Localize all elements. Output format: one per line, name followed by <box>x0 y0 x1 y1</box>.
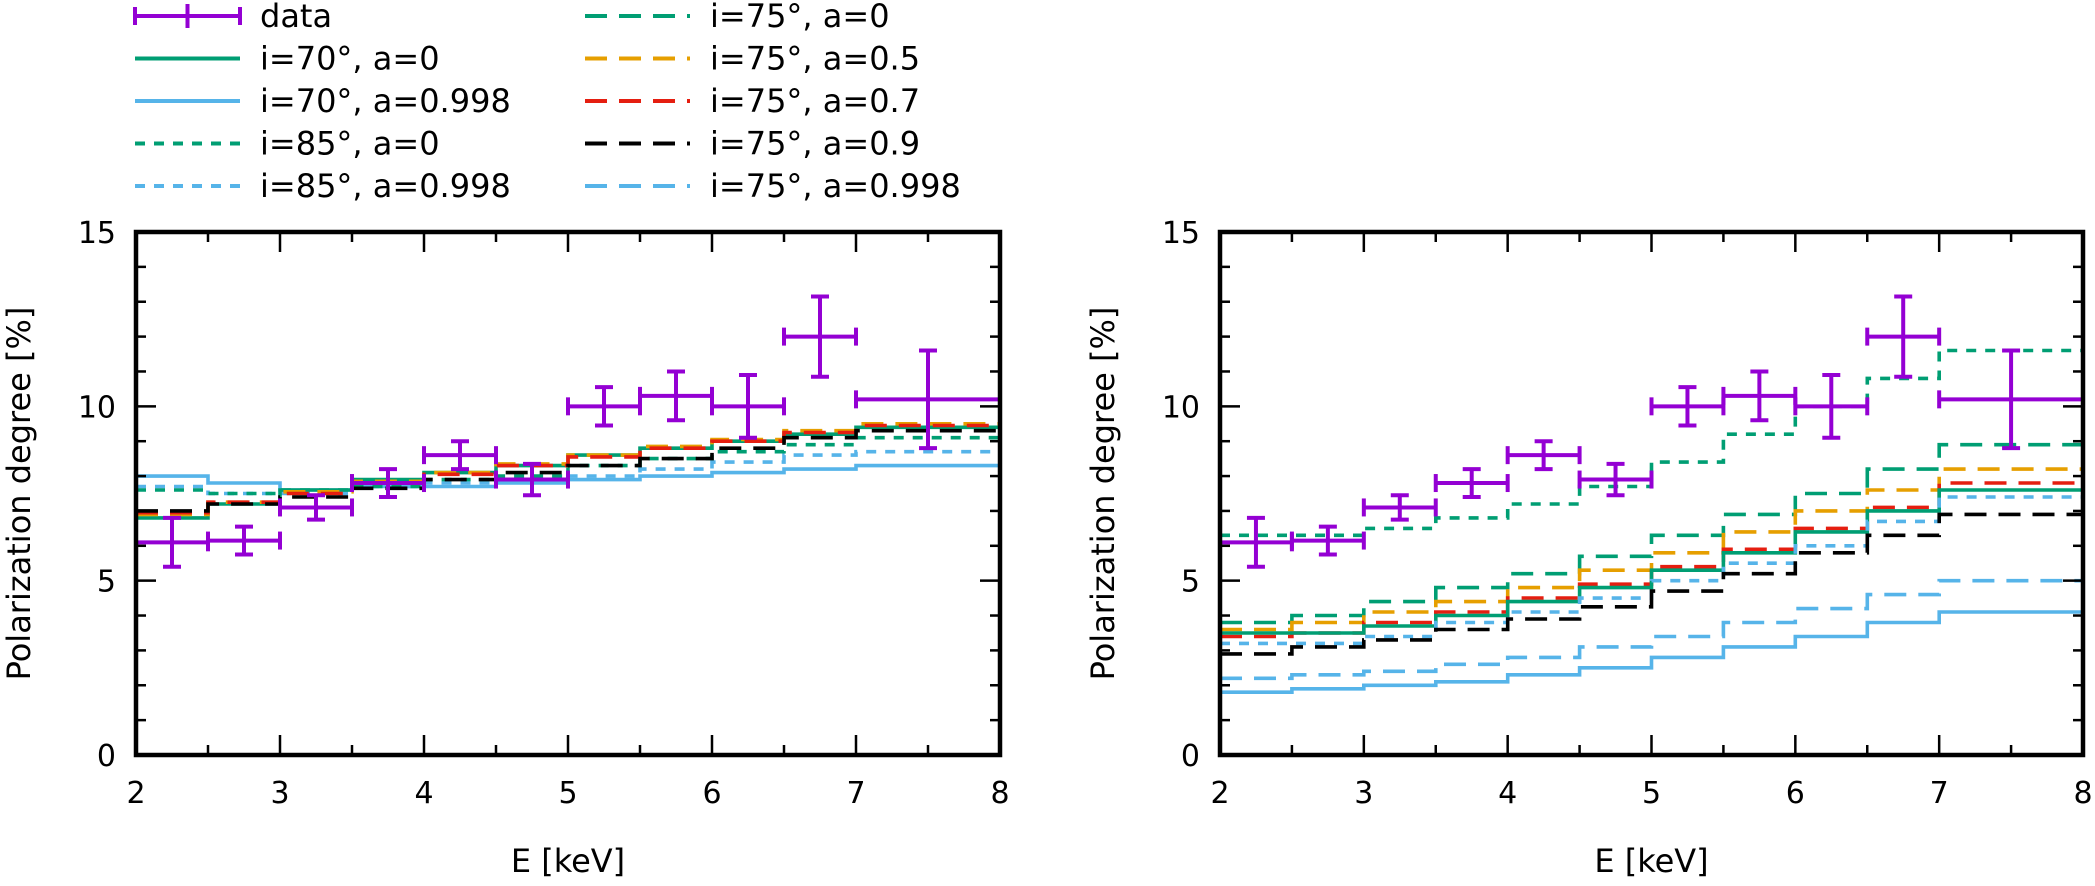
data-point <box>206 524 282 557</box>
x-tick-label: 4 <box>1498 776 1517 811</box>
axis-ticks <box>134 230 1002 757</box>
series-i75_a05 <box>1220 467 2083 632</box>
data-point <box>134 515 210 569</box>
legend-item-i70_a0998: i=70°, a=0.998 <box>135 82 511 120</box>
series-i75_a09 <box>1220 512 2083 656</box>
legend-label: i=75°, a=0.998 <box>710 167 961 205</box>
series-i70_a0 <box>1220 488 2083 635</box>
x-tick-label: 8 <box>990 776 1009 811</box>
legend-item-i75_a0998: i=75°, a=0.998 <box>585 167 961 205</box>
data-point <box>638 369 714 423</box>
y-axis-label: Polarization degree [%] <box>1084 307 1122 681</box>
series-i75_a0 <box>1220 442 2083 625</box>
legend-label: i=85°, a=0 <box>260 125 440 163</box>
legend: data i=70°, a=0 i=70°, a=0.998 i=85°, a=0 i=… <box>133 0 961 205</box>
y-tick-label: 15 <box>78 216 116 251</box>
x-tick-label: 5 <box>558 776 577 811</box>
data-points <box>1218 294 2085 569</box>
x-tick-label: 5 <box>1642 776 1661 811</box>
y-tick-label: 5 <box>97 565 116 600</box>
legend-label: i=70°, a=0 <box>260 40 440 78</box>
legend-label: i=75°, a=0.9 <box>710 125 920 163</box>
y-tick-label: 0 <box>97 739 116 774</box>
legend-item-i75_a09: i=75°, a=0.9 <box>585 125 920 163</box>
x-tick-label: 4 <box>414 776 433 811</box>
data-point <box>710 372 786 440</box>
data-point <box>1289 524 1366 557</box>
data-point <box>278 493 354 522</box>
x-tick-label: 8 <box>2073 776 2092 811</box>
y-axis-label: Polarization degree [%] <box>0 307 38 681</box>
x-tick-label: 7 <box>846 776 865 811</box>
x-tick-label: 6 <box>702 776 721 811</box>
data-point <box>566 385 642 428</box>
data-point <box>1937 348 2085 451</box>
data-point <box>494 461 570 498</box>
series-i85_a0 <box>1220 348 2083 538</box>
data-point <box>1361 493 1438 522</box>
data-point <box>854 348 1002 451</box>
legend-item-i75_a07: i=75°, a=0.7 <box>585 82 920 120</box>
legend-item-i75_a0: i=75°, a=0 <box>585 0 890 35</box>
plot-frame <box>1217 229 2086 758</box>
legend-item-data: data <box>133 0 332 35</box>
data-point <box>422 439 498 472</box>
data-point <box>350 467 426 499</box>
axis-ticks <box>1218 230 2085 757</box>
data-point <box>782 294 858 379</box>
y-tick-label: 5 <box>1181 565 1200 600</box>
x-tick-label: 6 <box>1786 776 1805 811</box>
y-tick-label: 10 <box>1162 390 1200 425</box>
data-point <box>1433 467 1510 499</box>
data-point <box>1577 461 1654 498</box>
legend-label: i=75°, a=0.5 <box>710 40 920 78</box>
x-tick-label: 3 <box>270 776 289 811</box>
legend-item-i85_a0998: i=85°, a=0.998 <box>135 167 511 205</box>
x-axis-label: E [keV] <box>1594 842 1708 880</box>
series-i70_a0998 <box>1220 610 2083 694</box>
x-axis-label: E [keV] <box>511 842 625 880</box>
legend-item-i85_a0: i=85°, a=0 <box>135 125 440 163</box>
data-points <box>134 294 1002 569</box>
legend-label: data <box>260 0 332 35</box>
y-tick-label: 0 <box>1181 739 1200 774</box>
x-tick-label: 3 <box>1354 776 1373 811</box>
model-curves <box>1220 348 2083 694</box>
legend-label: i=85°, a=0.998 <box>260 167 511 205</box>
x-tick-label: 2 <box>1210 776 1229 811</box>
data-point <box>1865 294 1942 379</box>
data-point <box>1218 515 1294 569</box>
data-point <box>1793 372 1870 440</box>
data-point <box>1649 385 1726 428</box>
x-tick-label: 7 <box>1930 776 1949 811</box>
right-plot-panel: 2 3 4 5 6 7 8 0 5 10 15 E [keV] Polarization degree … <box>1084 216 2093 880</box>
data-point <box>1721 369 1798 423</box>
legend-item-i70_a0: i=70°, a=0 <box>135 40 440 78</box>
legend-label: i=75°, a=0.7 <box>710 82 920 120</box>
legend-label: i=75°, a=0 <box>710 0 890 35</box>
data-point <box>1505 439 1582 472</box>
x-tick-label: 2 <box>126 776 145 811</box>
left-plot-panel: 2 3 4 5 6 7 8 0 5 10 15 E [keV] Polarization degree … <box>0 216 1010 880</box>
legend-item-i75_a05: i=75°, a=0.5 <box>585 40 920 78</box>
y-tick-label: 10 <box>78 390 116 425</box>
series-i75_a0998 <box>1220 578 2083 681</box>
legend-label: i=70°, a=0.998 <box>260 82 511 120</box>
y-tick-label: 15 <box>1162 216 1200 251</box>
